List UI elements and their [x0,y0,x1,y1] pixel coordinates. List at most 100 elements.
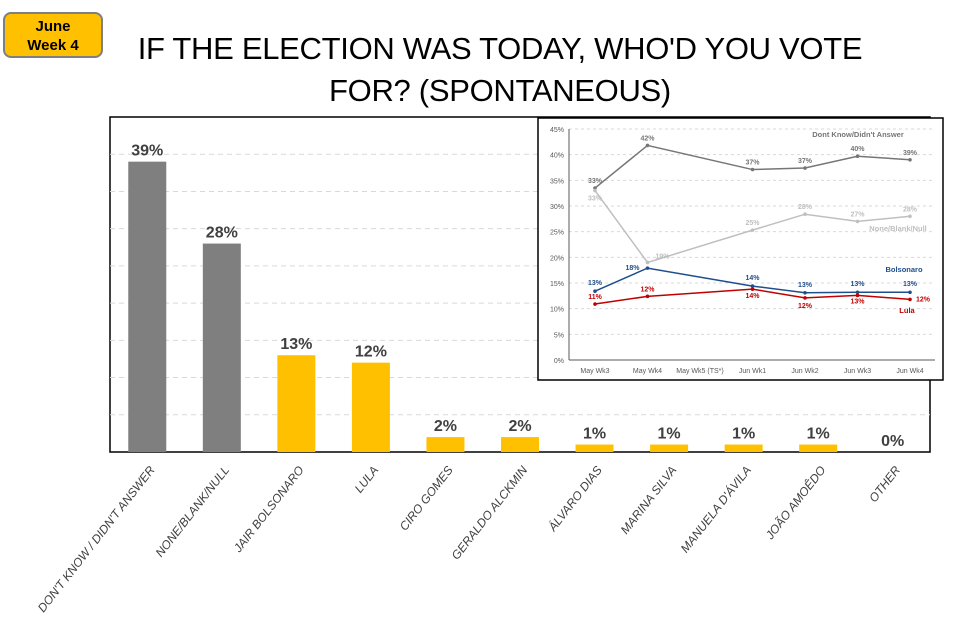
inset-series-name: Bolsonaro [885,265,923,274]
badge-month: June [35,18,71,35]
inset-data-label: 12% [916,296,931,303]
inset-series-line [594,288,911,305]
data-label: 1% [807,426,830,443]
inset-ytick: 40% [550,153,564,160]
bar [724,444,763,452]
inset-series-line [594,144,911,189]
category-label: LULA [352,463,382,495]
category-label: ÁLVARO DIAS [544,463,605,535]
inset-xtick: May Wk3 [580,368,609,375]
inset-frame [537,117,944,381]
inset-data-label: 28% [798,204,813,211]
inset-point [803,212,807,217]
inset-data-label: 19% [655,253,670,260]
category-label: GERALDO ALCKMIN [449,463,531,562]
inset-ytick: 20% [550,255,564,262]
inset-point [645,260,650,265]
inset-point [750,228,755,232]
data-label: 12% [355,344,387,361]
category-label: NONE/BLANK/NULL [153,463,233,559]
category-label: MARINA SILVA [618,463,680,536]
inset-xtick: May Wk5 (TS*) [676,368,723,375]
inset-point [855,219,860,224]
bar [277,355,316,452]
category-label: JAIR BOLSONARO [230,463,307,555]
inset-data-label: 42% [640,135,655,142]
data-label: 28% [206,225,238,242]
inset-data-label: 13% [850,298,865,305]
data-label: 2% [434,418,457,435]
inset-ytick: 25% [550,230,564,237]
inset-data-label: 40% [850,146,865,153]
inset-xtick: Jun Wk1 [739,368,766,375]
data-label: 13% [280,336,312,353]
bar [575,444,614,452]
inset-point [750,167,755,172]
inset-data-label: 28% [903,206,918,213]
bar [426,437,465,452]
category-label: MANUELA D'ÁVILA [677,463,754,556]
inset-ytick: 35% [550,178,564,185]
inset-data-label: 39% [903,150,918,157]
inset-point [855,154,860,159]
data-label: 1% [658,426,681,443]
inset-series-line [594,190,911,264]
inset-point [645,266,650,270]
inset-ytick: 15% [550,281,564,288]
data-label: 39% [131,143,163,160]
inset-data-label: 37% [798,158,813,165]
inset-data-label: 11% [588,294,602,301]
data-label: 1% [583,426,606,443]
inset-point [908,158,912,162]
inset-data-label: 18% [625,265,640,272]
inset-series-name: Dont Know/Didn't Answer [812,130,904,139]
inset-point [855,293,860,298]
inset-ytick: 0% [554,358,564,365]
category-label: DON'T KNOW / DIDN'T ANSWER [35,463,158,615]
data-label: 0% [881,433,904,450]
inset-data-label: 13% [798,282,813,289]
inset-data-label: 13% [588,280,603,287]
inset-data-label: 13% [903,281,918,288]
bar [650,444,689,452]
bar [501,437,539,452]
inset-series-name: Lula [899,306,915,315]
inset-point [593,186,597,190]
inset-data-label: 12% [640,286,655,293]
bar [799,444,838,452]
inset-data-label: 27% [850,211,865,218]
inset-ytick: 5% [554,332,564,339]
inset-data-label: 14% [745,293,760,300]
inset-ytick: 45% [550,127,564,134]
inset-xtick: Jun Wk4 [896,368,923,375]
inset-point [593,289,597,294]
inset-point [750,287,755,291]
inset-xtick: Jun Wk2 [791,368,818,375]
inset-data-label: 33% [588,178,603,185]
inset-point [645,294,650,299]
inset-point [750,284,755,288]
category-label: JOÃO AMOÊDO [761,463,828,543]
bar [351,362,390,452]
category-label: OTHER [866,463,903,505]
inset-point [803,296,807,300]
inset-point [803,290,807,295]
week-badge: June Week 4 [3,12,103,58]
inset-series-name: None/Blank/Null [869,224,927,233]
inset-data-label: 14% [745,275,760,282]
inset-point [593,302,597,306]
data-label: 2% [508,418,531,435]
inset-point [908,297,912,302]
inset-series-line [594,267,910,294]
inset-data-label: 33% [588,196,603,203]
inset-xtick: Jun Wk3 [844,368,871,375]
inset-point [908,290,912,295]
inset-data-label: 37% [745,160,760,167]
inset-data-label: 25% [745,220,760,227]
chart-title: IF THE ELECTION WAS TODAY, WHO'D YOU VOT… [137,31,863,108]
inset-ytick: 10% [550,307,564,314]
bar [128,161,167,452]
bar [202,243,241,452]
data-label: 1% [732,426,755,443]
